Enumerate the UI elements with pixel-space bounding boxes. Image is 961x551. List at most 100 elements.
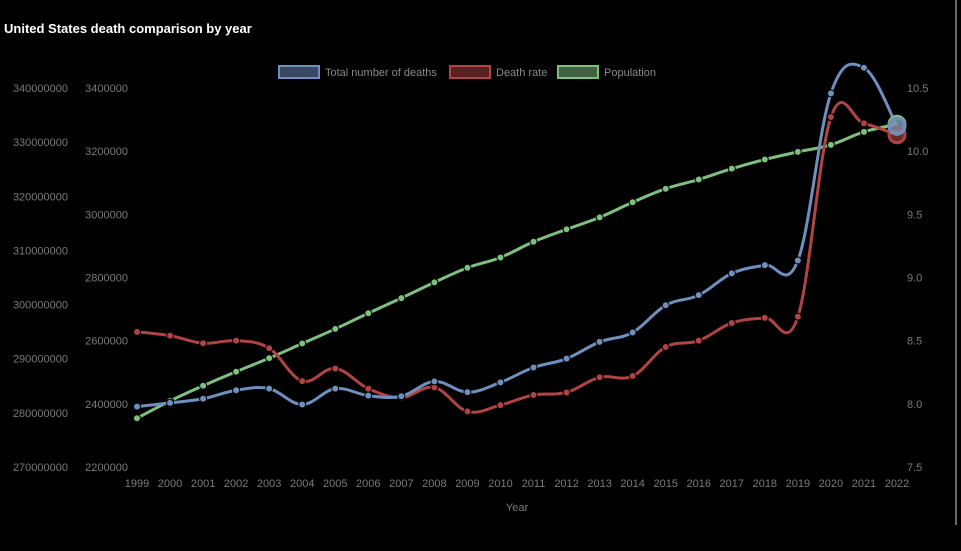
data-point[interactable] [397,294,406,303]
data-point[interactable] [463,263,472,272]
y-outer-tick-label: 300000000 [13,300,68,312]
data-point[interactable] [529,363,538,372]
data-point[interactable] [826,140,835,149]
data-point[interactable] [298,339,307,348]
legend-swatch [449,65,491,79]
legend-item[interactable]: Total number of deaths [278,65,437,79]
data-point[interactable] [232,367,241,376]
data-point[interactable] [265,344,274,353]
data-point[interactable] [397,392,406,401]
data-point[interactable] [199,339,208,348]
legend-item[interactable]: Death rate [449,65,547,79]
legend-item[interactable]: Population [557,65,656,79]
x-tick-label: 2022 [885,478,909,490]
data-point[interactable] [760,313,769,322]
data-point[interactable] [298,377,307,386]
data-point[interactable] [661,342,670,351]
data-point[interactable] [529,390,538,399]
data-point[interactable] [364,309,373,318]
data-point[interactable] [133,414,141,423]
data-point[interactable] [562,225,571,234]
y-right-tick-label: 10.0 [907,146,928,158]
data-point[interactable] [265,384,274,393]
data-point[interactable] [463,388,472,397]
data-point[interactable] [826,89,835,98]
data-point[interactable] [760,261,769,270]
y-outer-tick-label: 330000000 [13,137,68,149]
data-point[interactable] [628,328,637,337]
data-point[interactable] [628,198,637,207]
data-point[interactable] [694,336,703,345]
data-point[interactable] [166,331,175,340]
y-right-tick-label: 9.0 [907,273,922,285]
series-line [136,62,899,409]
data-point[interactable] [727,318,736,327]
data-point[interactable] [628,372,637,381]
data-point[interactable] [562,388,571,397]
chart-legend[interactable]: Total number of deaths Death rate Populati… [278,65,656,79]
data-point[interactable] [166,398,175,407]
x-tick-label: 2019 [786,478,810,490]
x-tick-label: 2003 [257,478,281,490]
data-point[interactable] [529,237,538,246]
y-inner-tick-label: 3000000 [85,209,128,221]
x-tick-label: 2004 [290,478,314,490]
data-point[interactable] [859,63,868,72]
data-point[interactable] [331,364,340,373]
data-point[interactable] [661,184,670,193]
data-point[interactable] [727,164,736,173]
data-point[interactable] [298,400,307,409]
x-axis-title: Year [506,502,529,514]
x-tick-label: 2017 [720,478,744,490]
y-outer-tick-label: 270000000 [13,462,68,474]
y-axis-right-ticks: 10.5 10.0 9.5 9.0 8.5 8.0 7.5 [907,83,928,474]
data-point[interactable] [364,391,373,400]
legend-label: Total number of deaths [325,67,437,79]
data-point[interactable] [265,354,274,363]
data-point[interactable] [727,269,736,278]
data-point[interactable] [793,312,802,321]
data-point[interactable] [661,301,670,310]
data-point[interactable] [232,336,241,345]
data-point[interactable] [562,354,571,363]
data-point[interactable] [496,401,505,410]
y-inner-tick-label: 2800000 [85,273,128,285]
data-point[interactable] [859,127,868,136]
data-point[interactable] [199,394,208,403]
data-point[interactable] [826,113,835,122]
data-point[interactable] [496,378,505,387]
data-point[interactable] [430,278,439,287]
y-inner-tick-label: 3200000 [85,146,128,158]
x-tick-label: 2015 [653,478,677,490]
data-point[interactable] [430,377,439,386]
data-point[interactable] [760,155,769,164]
data-point[interactable] [133,327,141,336]
y-outer-tick-label: 280000000 [13,408,68,420]
data-point[interactable] [595,337,604,346]
data-point[interactable] [199,381,208,390]
data-point[interactable] [331,384,340,393]
y-right-tick-label: 7.5 [907,462,922,474]
y-right-tick-label: 8.5 [907,336,922,348]
data-point[interactable] [793,256,802,265]
y-outer-tick-label: 290000000 [13,354,68,366]
data-point[interactable] [887,116,907,136]
x-tick-label: 1999 [125,478,149,490]
data-point[interactable] [694,175,703,184]
data-point[interactable] [859,119,868,128]
data-point[interactable] [463,407,472,416]
data-point[interactable] [232,386,241,395]
legend-label: Death rate [496,67,547,79]
series-points[interactable] [133,63,907,423]
data-point[interactable] [595,213,604,222]
data-point[interactable] [496,253,505,262]
data-point[interactable] [694,291,703,300]
legend-swatch [278,65,320,79]
data-point[interactable] [595,373,604,382]
y-inner-tick-label: 2200000 [85,462,128,474]
data-point[interactable] [364,384,373,393]
data-point[interactable] [133,402,141,411]
y-outer-tick-label: 310000000 [13,245,68,257]
data-point[interactable] [331,324,340,333]
data-point[interactable] [793,147,802,156]
